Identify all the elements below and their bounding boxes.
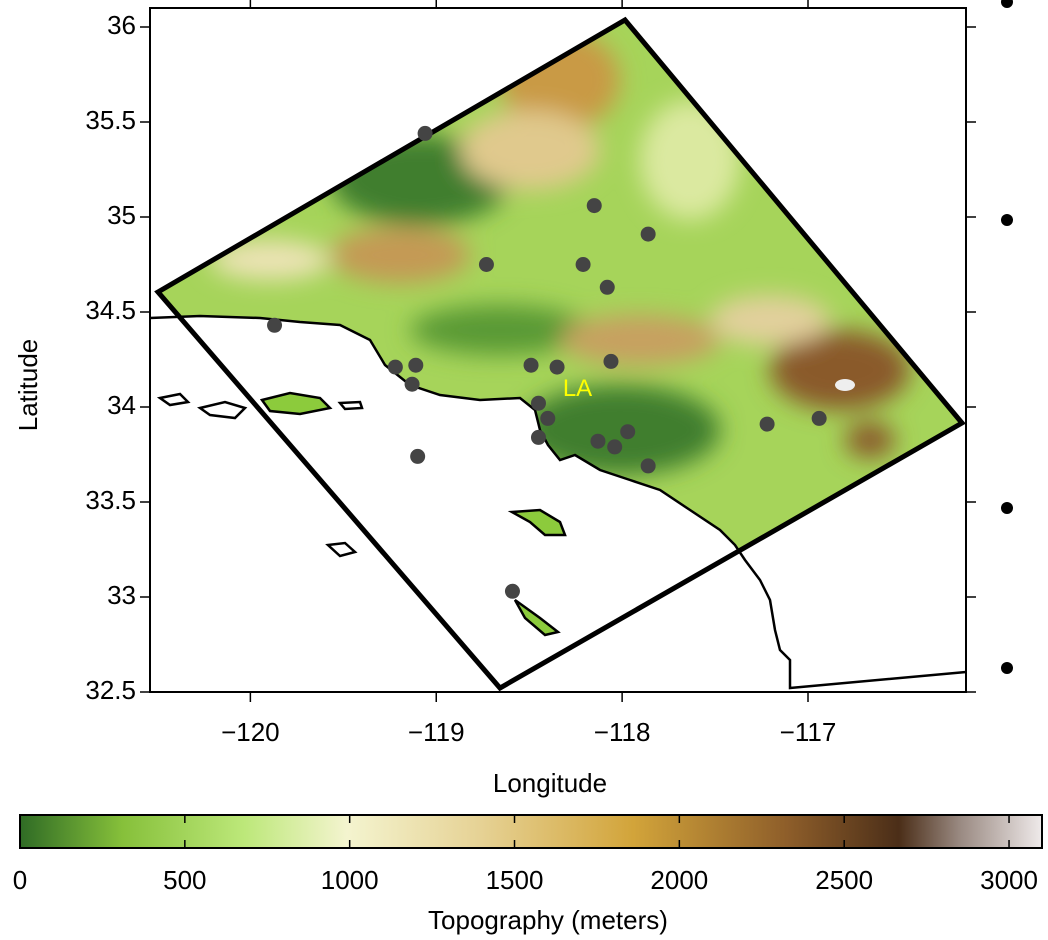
station <box>590 433 606 449</box>
station <box>603 353 619 369</box>
x-tick-label: −117 <box>780 717 837 747</box>
station <box>575 257 591 272</box>
colorbar-tick-label: 0 <box>13 865 27 895</box>
station <box>586 198 602 214</box>
model-domain <box>154 16 966 692</box>
y-axis-label: Latitude <box>13 339 43 432</box>
x-axis-label: Longitude <box>493 768 607 798</box>
x-tick-label: −118 <box>594 717 651 747</box>
colorbar <box>19 814 1043 849</box>
station <box>549 359 565 375</box>
station <box>640 458 656 474</box>
station <box>599 279 615 295</box>
topography <box>158 20 962 688</box>
station <box>417 125 433 141</box>
y-tick-label: 33.5 <box>85 485 136 515</box>
y-tick-label: 35 <box>107 200 136 230</box>
station <box>504 583 520 599</box>
y-tick-label: 34 <box>107 390 136 420</box>
y-tick-label: 32.5 <box>85 675 136 705</box>
x-tick-label: −119 <box>408 717 465 747</box>
colorbar-label: Topography (meters) <box>428 905 668 935</box>
station <box>759 416 775 432</box>
station <box>408 357 424 373</box>
colorbar-tick-label: 3000 <box>980 865 1038 895</box>
station <box>530 395 546 411</box>
station <box>478 257 494 272</box>
y-tick-label: 36 <box>107 10 136 40</box>
colorbar-tick-label: 1500 <box>486 865 544 895</box>
colorbar-tick-label: 500 <box>163 865 206 895</box>
station <box>811 410 827 426</box>
station <box>640 226 656 242</box>
colorbar-tick-label: 2000 <box>650 865 708 895</box>
plot-frame <box>149 7 967 693</box>
annotation: LA <box>563 375 592 402</box>
edge-dots <box>1001 0 1013 674</box>
y-tick-label: 34.5 <box>85 295 136 325</box>
station <box>530 429 546 445</box>
station <box>607 439 623 455</box>
station <box>540 410 556 426</box>
station <box>410 448 426 464</box>
y-tick-label: 35.5 <box>85 105 136 135</box>
station <box>267 317 283 333</box>
coastline <box>149 314 967 690</box>
y-tick-label: 33 <box>107 580 136 610</box>
colorbar-tick-label: 2500 <box>815 865 873 895</box>
station <box>387 359 403 375</box>
colorbar-tick-label: 1000 <box>321 865 379 895</box>
station <box>620 424 636 440</box>
x-tick-label: −120 <box>221 717 280 747</box>
station <box>523 357 539 373</box>
station <box>404 376 420 392</box>
